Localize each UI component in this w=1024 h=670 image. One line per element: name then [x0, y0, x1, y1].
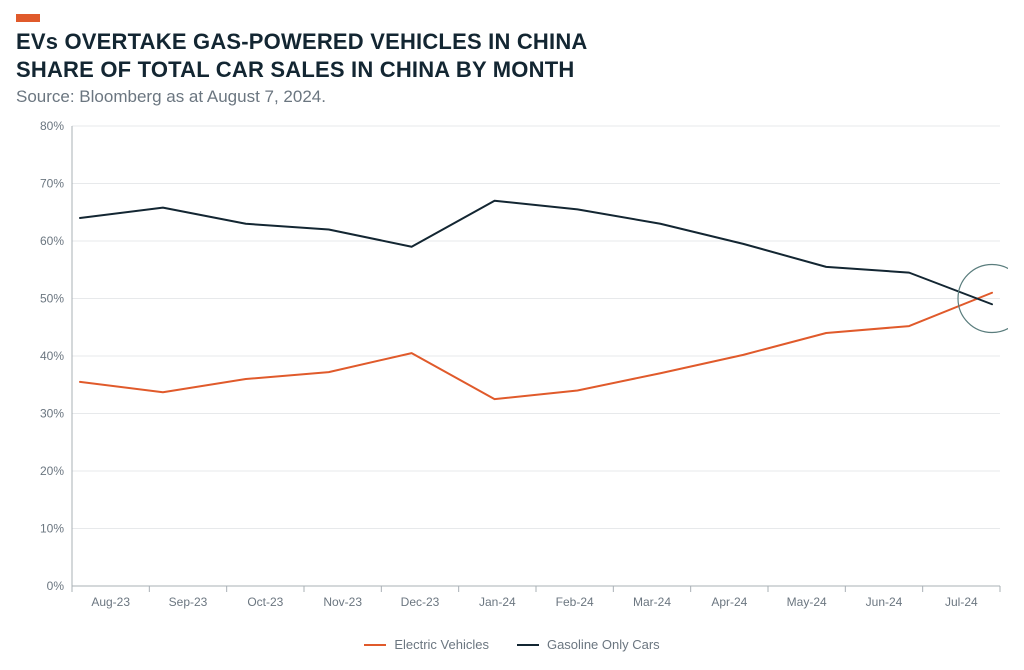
- x-tick-label: Jan-24: [479, 595, 516, 609]
- x-tick-label: May-24: [787, 595, 827, 609]
- legend-label: Electric Vehicles: [394, 637, 489, 652]
- chart-title: EVs OVERTAKE GAS-POWERED VEHICLES IN CHI…: [16, 28, 836, 83]
- chart-source: Source: Bloomberg as at August 7, 2024.: [16, 87, 1008, 107]
- x-tick-label: Sep-23: [169, 595, 208, 609]
- y-tick-label: 70%: [40, 177, 64, 191]
- legend-item: Electric Vehicles: [364, 637, 489, 652]
- x-tick-label: Jun-24: [866, 595, 903, 609]
- line-chart-svg: 0% 10% 20% 30% 40% 50% 60% 70% 80% Aug-23 Sep-23 Oc…: [16, 120, 1008, 650]
- series-line: [80, 293, 992, 399]
- chart-legend: Electric Vehicles Gasoline Only Cars: [16, 634, 1008, 653]
- title-line1: EVs OVERTAKE GAS-POWERED VEHICLES IN CHI…: [16, 29, 588, 54]
- legend-item: Gasoline Only Cars: [517, 637, 660, 652]
- y-tick-label: 10%: [40, 522, 64, 536]
- legend-label: Gasoline Only Cars: [547, 637, 660, 652]
- y-tick-label: 20%: [40, 464, 64, 478]
- x-tick-label: Feb-24: [556, 595, 594, 609]
- y-tick-label: 50%: [40, 292, 64, 306]
- series-line: [80, 201, 992, 305]
- legend-swatch: [364, 644, 386, 646]
- legend-swatch: [517, 644, 539, 646]
- y-tick-label: 60%: [40, 234, 64, 248]
- x-tick-label: Dec-23: [401, 595, 440, 609]
- y-tick-label: 80%: [40, 120, 64, 133]
- x-tick-label: Nov-23: [323, 595, 362, 609]
- y-tick-label: 30%: [40, 407, 64, 421]
- x-tick-label: Apr-24: [711, 595, 747, 609]
- x-tick-label: Jul-24: [945, 595, 978, 609]
- x-tick-label: Oct-23: [247, 595, 283, 609]
- accent-bar: [16, 14, 40, 22]
- title-line2: SHARE OF TOTAL CAR SALES IN CHINA BY MON…: [16, 57, 574, 82]
- y-tick-label: 0%: [47, 579, 65, 593]
- y-tick-label: 40%: [40, 349, 64, 363]
- x-tick-label: Mar-24: [633, 595, 671, 609]
- x-tick-label: Aug-23: [91, 595, 130, 609]
- chart-area: 0% 10% 20% 30% 40% 50% 60% 70% 80% Aug-23 Sep-23 Oc…: [16, 120, 1008, 652]
